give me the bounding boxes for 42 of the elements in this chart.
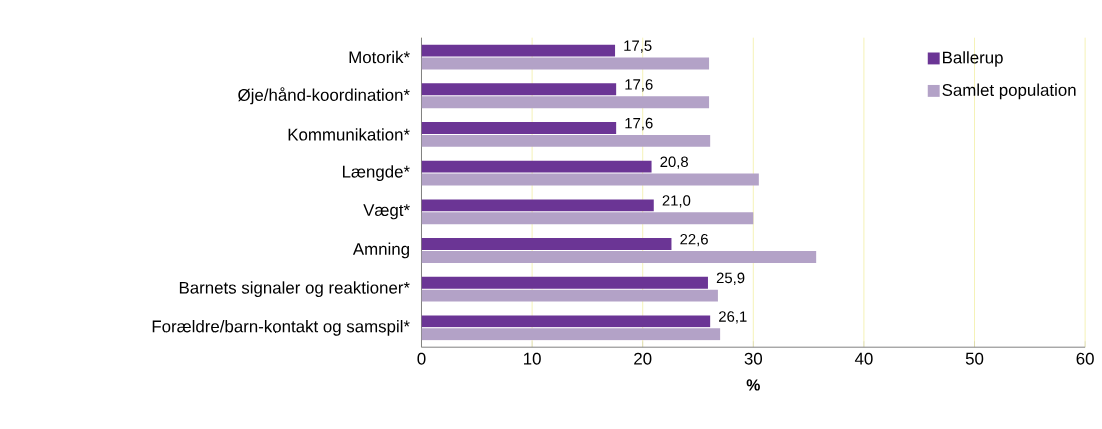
bar <box>421 83 617 96</box>
bar <box>421 238 672 251</box>
bar <box>421 173 759 186</box>
y-tick-label: Kommunikation* <box>288 128 410 141</box>
bar <box>421 212 754 225</box>
x-tick-label: 30 <box>744 352 763 365</box>
x-tick-label: 20 <box>634 352 652 365</box>
bar <box>421 328 721 341</box>
bar <box>421 277 708 289</box>
x-tick-label: 50 <box>965 352 984 365</box>
y-tick-label: Øje/hånd-koordination* <box>238 87 410 105</box>
data-label: 22,6 <box>680 234 708 247</box>
bar <box>421 289 718 302</box>
bar <box>421 96 710 109</box>
y-tick-label: Barnets signaler og reaktioner* <box>179 281 410 298</box>
data-label: 21,0 <box>662 195 691 208</box>
bar <box>421 44 616 57</box>
y-tick-label: Længde* <box>342 165 410 182</box>
bar <box>421 57 710 70</box>
x-axis-title: % <box>746 379 760 391</box>
y-tick-label: Vægt* <box>363 204 410 220</box>
bar <box>421 122 617 135</box>
x-tick-label: 0 <box>417 352 426 365</box>
data-label: 17,6 <box>625 118 653 131</box>
data-label: 20,8 <box>660 156 688 170</box>
x-tick-label: 60 <box>1076 352 1094 365</box>
data-label: 17,5 <box>624 40 652 53</box>
data-label: 25,9 <box>716 272 745 286</box>
bar <box>421 199 654 212</box>
x-tick-label: 40 <box>854 352 873 365</box>
legend-label: Samlet population <box>942 83 1076 100</box>
x-tick-label: 10 <box>524 352 541 365</box>
y-tick-label: Motorik* <box>349 51 410 64</box>
bar <box>421 160 652 173</box>
data-label: 17,6 <box>625 79 653 92</box>
data-label: 26,1 <box>719 311 747 324</box>
y-tick-label: Forældre/barn-kontakt og samspil* <box>152 320 410 336</box>
bar <box>421 251 817 264</box>
legend-label: Ballerup <box>943 51 1003 68</box>
y-tick-label: Amning <box>352 242 409 259</box>
bar <box>421 135 711 148</box>
bar <box>421 315 711 328</box>
